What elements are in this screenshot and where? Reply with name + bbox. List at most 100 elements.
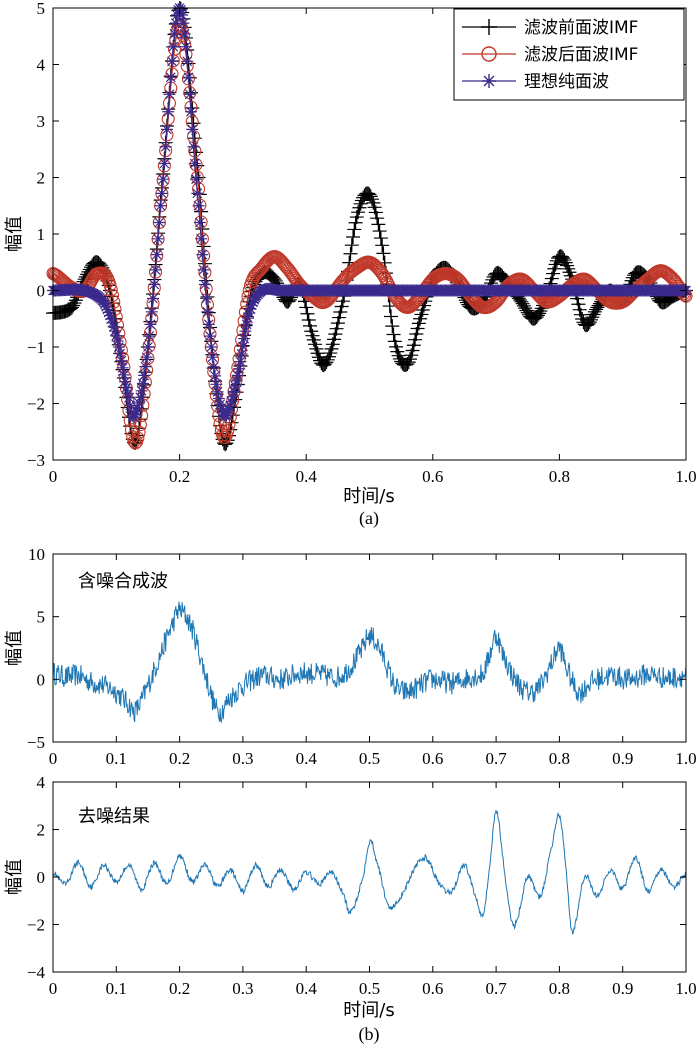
asterisk-marker bbox=[97, 295, 110, 308]
plus-marker bbox=[353, 196, 368, 211]
circle-marker bbox=[167, 42, 182, 56]
asterisk-marker bbox=[195, 232, 208, 245]
panel-b-caption: (b) bbox=[359, 1024, 380, 1045]
plus-marker bbox=[321, 349, 336, 364]
asterisk-marker bbox=[114, 347, 127, 360]
panel-a-x-tick-label: 0.6 bbox=[422, 467, 443, 486]
plus-marker bbox=[386, 327, 401, 342]
asterisk-marker bbox=[107, 320, 120, 333]
panel-b-noisy-x-tick-label: 0 bbox=[49, 749, 58, 768]
asterisk-marker bbox=[117, 368, 130, 381]
plus-marker bbox=[299, 300, 314, 315]
asterisk-marker bbox=[184, 105, 197, 118]
panel-a-x-tick-label: 0 bbox=[49, 467, 58, 486]
plus-marker bbox=[403, 352, 418, 367]
circle-marker bbox=[97, 266, 111, 281]
plus-marker bbox=[344, 238, 359, 253]
plus-marker bbox=[390, 344, 405, 359]
asterisk-marker bbox=[187, 140, 200, 153]
asterisk-marker bbox=[209, 369, 222, 382]
panel-a-y-tick-label: −3 bbox=[27, 451, 45, 470]
circle-marker bbox=[222, 418, 236, 432]
asterisk-marker bbox=[238, 332, 251, 345]
asterisk-marker bbox=[154, 199, 167, 212]
plus-marker bbox=[281, 294, 296, 309]
asterisk-marker bbox=[155, 187, 168, 200]
plus-marker bbox=[384, 309, 399, 324]
panel-b-denoised-y-tick-label: 2 bbox=[37, 821, 46, 840]
circle-marker bbox=[131, 431, 145, 445]
asterisk-marker bbox=[234, 355, 247, 368]
panel-a-x-axis-label: 时间/s bbox=[343, 486, 394, 507]
asterisk-marker bbox=[135, 384, 148, 397]
plus-marker bbox=[302, 318, 317, 333]
panel-b-denoised-y-tick-label: 4 bbox=[37, 773, 46, 792]
plus-marker bbox=[409, 327, 424, 342]
panel-b-noisy-y-tick-label: 0 bbox=[37, 670, 46, 689]
asterisk-marker bbox=[158, 157, 171, 170]
panel-b-noisy-x-tick-label: 0.8 bbox=[549, 749, 570, 768]
plus-marker bbox=[319, 355, 334, 370]
asterisk-marker-icon bbox=[482, 74, 496, 88]
panel-b-denoised-x-tick-label: 0.1 bbox=[106, 979, 127, 998]
panel-b-denoised-x-ticks: 0 0.1 0.2 0.3 0.4 0.5 0.6 0.7 0.8 0.9 1.0 bbox=[49, 782, 697, 998]
asterisk-marker bbox=[133, 397, 146, 410]
panel-b-noisy-x-tick-label: 0.4 bbox=[296, 749, 318, 768]
asterisk-marker bbox=[188, 157, 201, 170]
asterisk-marker bbox=[201, 305, 214, 318]
panel-b-noisy-x-ticks: 0 0.1 0.2 0.3 0.4 0.5 0.6 0.7 0.8 0.9 1.0 bbox=[49, 554, 697, 768]
panel-b-noisy-x-tick-label: 0.7 bbox=[485, 749, 507, 768]
asterisk-marker bbox=[160, 123, 173, 136]
panel-a-y-ticks: −3 −2 −1 0 1 2 3 4 5 bbox=[27, 0, 686, 470]
panel-a-legend: 滤波前面波IMF 滤波后面波IMF 理想纯面波 bbox=[453, 8, 685, 101]
asterisk-marker bbox=[124, 399, 137, 412]
asterisk-marker bbox=[166, 55, 179, 68]
circle-marker bbox=[194, 215, 208, 229]
asterisk-marker bbox=[130, 405, 143, 418]
asterisk-marker bbox=[197, 263, 210, 276]
asterisk-marker bbox=[157, 173, 170, 186]
plus-marker bbox=[559, 258, 574, 273]
asterisk-marker bbox=[167, 40, 180, 53]
plus-marker bbox=[548, 257, 563, 272]
panel-b-denoised-x-tick-label: 0.8 bbox=[549, 979, 570, 998]
asterisk-marker bbox=[229, 380, 242, 393]
asterisk-marker bbox=[233, 362, 246, 375]
asterisk-marker bbox=[196, 248, 209, 261]
plus-marker bbox=[352, 200, 367, 215]
asterisk-marker bbox=[186, 123, 199, 136]
asterisk-marker bbox=[109, 325, 122, 338]
circle-marker bbox=[197, 249, 211, 263]
asterisk-marker bbox=[206, 351, 219, 364]
asterisk-marker bbox=[136, 377, 149, 390]
panel-b-denoised-x-tick-label: 0.3 bbox=[232, 979, 253, 998]
circle-marker bbox=[105, 288, 120, 302]
panel-b-x-axis-label: 时间/s bbox=[343, 1000, 394, 1021]
legend-label-ideal: 理想纯面波 bbox=[524, 72, 609, 92]
asterisk-marker bbox=[240, 318, 253, 331]
asterisk-marker bbox=[181, 55, 194, 68]
asterisk-marker bbox=[224, 400, 237, 413]
asterisk-marker bbox=[106, 316, 119, 329]
asterisk-marker bbox=[176, 8, 189, 21]
panel-b-denoised-x-tick-label: 1.0 bbox=[675, 979, 696, 998]
circle-marker bbox=[216, 428, 230, 442]
asterisk-marker bbox=[193, 216, 206, 229]
circle-marker bbox=[103, 278, 117, 292]
panel-b-denoised-y-tick-label: 0 bbox=[37, 868, 46, 887]
asterisk-marker bbox=[174, 3, 187, 16]
plus-marker bbox=[557, 253, 572, 268]
panel-b-denoised-x-tick-label: 0.6 bbox=[422, 979, 443, 998]
panel-b-noisy-y-tick-label: 5 bbox=[37, 608, 46, 627]
asterisk-marker bbox=[241, 312, 254, 325]
panel-b-noisy-x-tick-label: 0.6 bbox=[422, 749, 443, 768]
asterisk-marker bbox=[211, 385, 224, 398]
asterisk-marker bbox=[110, 329, 123, 342]
legend-item-before: 滤波前面波IMF bbox=[462, 18, 638, 38]
asterisk-marker bbox=[119, 375, 132, 388]
plus-marker bbox=[406, 338, 421, 353]
asterisk-marker bbox=[226, 390, 239, 403]
asterisk-marker bbox=[163, 88, 176, 101]
asterisk-marker bbox=[168, 27, 181, 40]
